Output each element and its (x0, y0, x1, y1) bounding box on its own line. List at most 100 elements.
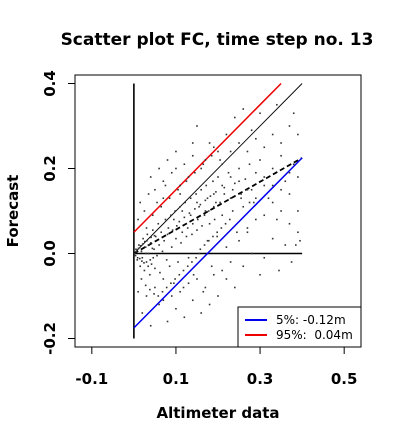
scatter-point (139, 201, 141, 204)
scatter-point (201, 225, 203, 227)
scatter-point (139, 265, 141, 268)
scatter-point (299, 239, 301, 242)
scatter-point (215, 191, 217, 193)
scatter-point (158, 244, 160, 246)
scatter-point (154, 267, 156, 270)
y-axis-title: Forecast (4, 175, 22, 248)
scatter-point (255, 171, 257, 174)
scatter-point (225, 133, 228, 136)
scatter-point (228, 218, 231, 221)
scatter-point (194, 171, 196, 174)
scatter-point (259, 112, 261, 115)
scatter-point (246, 231, 249, 234)
scatter-point (242, 108, 245, 110)
scatter-point (175, 150, 177, 153)
scatter-point (297, 210, 299, 212)
scatter-point (149, 273, 151, 276)
scatter-point (165, 286, 168, 289)
scatter-point (144, 246, 147, 248)
scatter-point (229, 150, 232, 153)
scatter-point (234, 182, 236, 185)
scatter-point (137, 247, 140, 250)
legend-label: 5%: -0.12m (276, 313, 346, 327)
scatter-point (271, 133, 274, 136)
scatter-point (157, 222, 160, 225)
scatter-point (141, 243, 144, 245)
scatter-point (242, 205, 245, 208)
scatter-point (288, 193, 291, 195)
scatter-point (158, 303, 160, 306)
scatter-point (157, 295, 160, 297)
scatter-point (188, 212, 191, 214)
scatter-point (189, 197, 192, 200)
scatter-point (161, 290, 164, 293)
scatter-point (297, 133, 299, 136)
scatter-point (215, 201, 217, 204)
scatter-point (183, 216, 186, 219)
scatter-point (276, 103, 278, 106)
scatter-point (192, 273, 195, 276)
scatter-point (210, 265, 213, 268)
scatter-point (203, 244, 206, 246)
scatter-point (263, 176, 266, 178)
scatter-point (162, 180, 165, 183)
chart-title: Scatter plot FC, time step no. 13 (61, 30, 374, 50)
scatter-point (271, 201, 274, 204)
scatter-point (248, 201, 251, 204)
scatter-point (252, 201, 255, 204)
scatter-point (271, 167, 274, 170)
scatter-point (145, 295, 148, 297)
legend-label: 95%: 0.04m (276, 328, 353, 342)
scatter-point (196, 125, 198, 127)
scatter-point (165, 259, 168, 261)
scatter-point (148, 244, 150, 246)
scatter-point (213, 218, 216, 221)
scatter-point (175, 167, 177, 170)
scatter-point (161, 250, 164, 253)
identity-line (133, 83, 303, 254)
y-tick-label: -0.2 (41, 322, 59, 355)
scatter-point (216, 235, 218, 238)
scatter-point (149, 324, 152, 327)
scatter-point (177, 261, 179, 263)
scatter-point (204, 210, 207, 212)
scatter-point (180, 242, 182, 244)
scatter-point (154, 286, 156, 289)
scatter-point (212, 180, 214, 183)
scatter-point (240, 197, 242, 200)
scatter-point (175, 225, 178, 227)
scatter-point (263, 184, 266, 187)
scatter-point (162, 278, 165, 280)
scatter-point (149, 259, 152, 261)
scatter-point (225, 246, 228, 248)
scatter-point (280, 154, 282, 157)
scatter-point (250, 129, 253, 132)
scatter-point (219, 201, 221, 204)
scatter-point (212, 146, 215, 149)
scatter-point (136, 259, 139, 261)
scatter-point (140, 278, 143, 280)
scatter-point (210, 154, 213, 157)
scatter-point (204, 286, 207, 289)
scatter-point (202, 290, 205, 293)
scatter-point (163, 239, 165, 242)
scatter-point (212, 193, 215, 195)
scatter-point (220, 227, 223, 229)
scatter-point (225, 278, 228, 280)
scatter-point (196, 229, 198, 231)
scatter-point (145, 261, 148, 263)
scatter-point (187, 282, 190, 285)
scatter-point (143, 262, 145, 264)
scatter-point (162, 299, 165, 302)
scatter-point (224, 222, 227, 225)
scatter-point (135, 250, 138, 253)
legend-box (237, 306, 362, 348)
x-axis-title: Altimeter data (157, 404, 280, 422)
scatter-point (208, 142, 211, 144)
scatter-point (263, 146, 266, 149)
scatter-point (229, 261, 232, 263)
scatter-point (153, 234, 156, 237)
scatter-point (183, 163, 186, 166)
scatter-point (187, 256, 190, 259)
scatter-point (153, 248, 155, 251)
